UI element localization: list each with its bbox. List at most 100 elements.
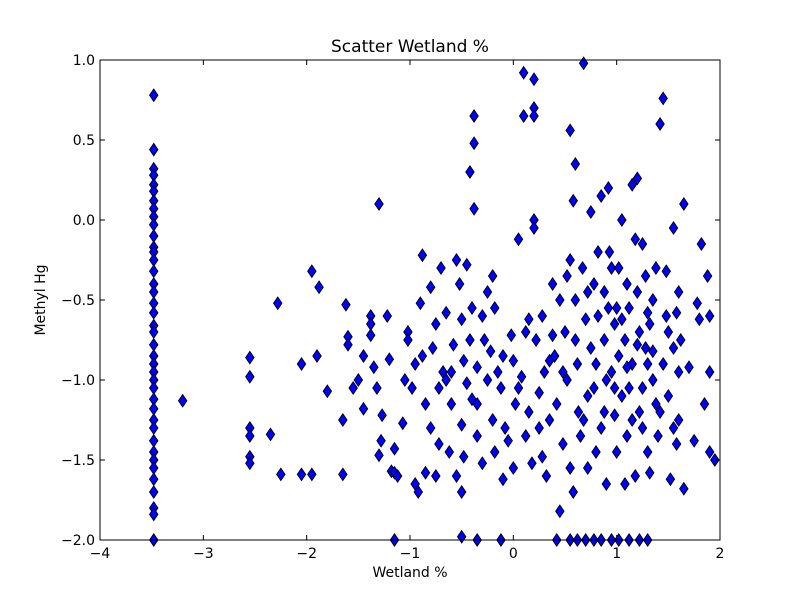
data-point	[410, 356, 420, 372]
data-point	[648, 372, 658, 388]
data-point	[427, 340, 438, 356]
data-point	[603, 300, 614, 316]
data-point	[245, 428, 255, 444]
data-point	[403, 332, 413, 348]
data-point	[477, 456, 488, 471]
data-point	[555, 292, 565, 308]
data-point	[451, 468, 462, 484]
data-point	[696, 236, 707, 252]
data-point	[589, 380, 599, 396]
data-point	[338, 467, 348, 482]
data-point	[655, 116, 665, 132]
data-point	[599, 404, 610, 420]
data-point	[322, 384, 333, 399]
data-point	[544, 353, 555, 368]
data-point	[622, 276, 632, 292]
data-point	[446, 364, 457, 380]
data-point	[606, 260, 617, 276]
data-point	[593, 308, 603, 324]
data-point	[516, 369, 527, 384]
x-axis-ticks: −4 −3 −2 −1 0 1 2	[90, 60, 725, 562]
data-point	[420, 396, 431, 412]
data-point	[609, 380, 620, 396]
data-point	[413, 484, 424, 500]
data-point	[451, 252, 462, 268]
data-point	[498, 348, 508, 364]
data-point	[431, 468, 441, 484]
data-point	[596, 420, 606, 436]
data-point	[365, 328, 376, 343]
data-point	[489, 444, 500, 460]
data-point	[609, 408, 620, 423]
data-point	[458, 353, 469, 368]
data-point	[529, 72, 539, 87]
data-point	[577, 260, 588, 276]
data-point	[400, 372, 410, 388]
data-point	[658, 91, 668, 106]
data-point	[479, 332, 490, 348]
data-point	[448, 337, 459, 352]
x-tick-label: −1	[400, 546, 421, 562]
y-tick-label: −1.0	[61, 373, 95, 389]
data-point	[640, 340, 651, 356]
data-point	[620, 476, 630, 492]
y-tick-label: 0.5	[73, 133, 95, 149]
data-point	[296, 356, 307, 372]
data-point	[441, 305, 451, 320]
data-point	[358, 348, 369, 364]
data-point	[537, 308, 548, 324]
data-point	[613, 348, 624, 364]
data-point	[599, 332, 610, 348]
x-tick-label: 0	[509, 546, 518, 562]
data-point	[296, 467, 307, 482]
data-point	[487, 268, 498, 284]
data-point	[637, 380, 648, 396]
chart-title: Scatter Wetland %	[331, 37, 489, 57]
data-point	[640, 268, 651, 284]
data-point	[341, 297, 351, 312]
data-point	[458, 449, 469, 464]
data-point	[518, 65, 529, 80]
data-point	[601, 372, 612, 388]
data-point	[529, 220, 539, 236]
data-point	[620, 332, 630, 348]
data-point	[665, 472, 676, 487]
data-point	[671, 436, 682, 452]
data-point	[704, 364, 715, 380]
data-point	[527, 456, 537, 471]
data-point	[417, 248, 428, 263]
data-point	[562, 372, 572, 388]
data-point	[644, 316, 655, 332]
data-point	[431, 316, 441, 332]
data-point	[555, 504, 565, 519]
data-point	[644, 465, 655, 480]
data-point	[627, 356, 637, 372]
x-tick-label: −4	[90, 546, 111, 562]
data-point	[500, 420, 510, 436]
data-point	[312, 348, 322, 364]
data-point	[627, 177, 637, 192]
data-point	[622, 428, 632, 444]
data-point	[582, 460, 593, 476]
data-point	[245, 350, 255, 365]
data-point	[524, 404, 534, 420]
data-point	[580, 312, 591, 327]
x-tick-label: 2	[716, 546, 725, 562]
data-point	[148, 484, 159, 500]
data-point	[648, 292, 658, 308]
data-point	[489, 300, 500, 316]
y-tick-label: −1.5	[61, 453, 95, 469]
data-point	[679, 481, 689, 496]
data-point	[398, 416, 408, 431]
data-point	[642, 444, 653, 460]
data-point	[668, 340, 679, 356]
data-point	[482, 372, 493, 388]
data-point	[642, 356, 653, 372]
data-point	[469, 108, 479, 124]
data-point	[467, 300, 477, 316]
data-point	[456, 484, 467, 500]
data-point	[389, 441, 400, 456]
data-point	[651, 396, 661, 412]
data-point	[578, 56, 589, 71]
data-point	[624, 300, 634, 316]
